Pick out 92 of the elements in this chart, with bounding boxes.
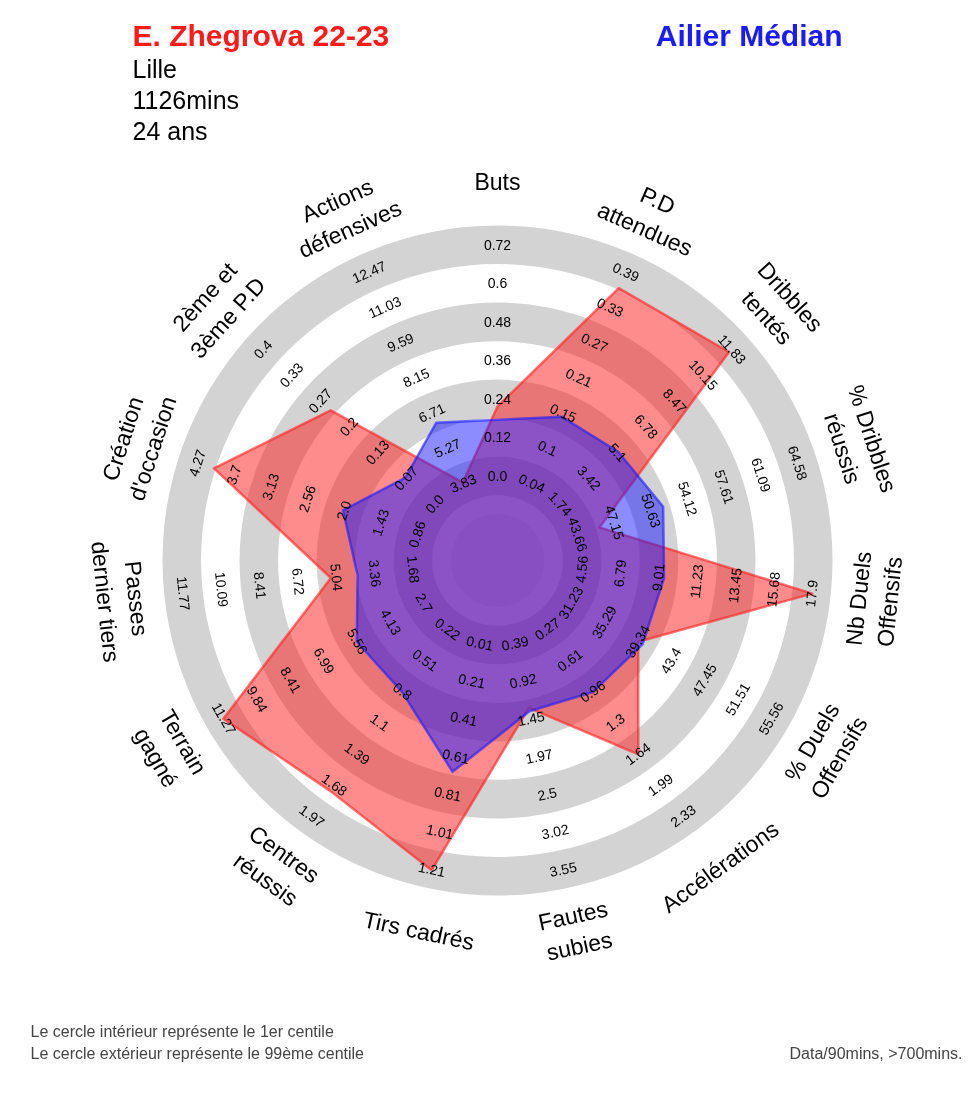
text: 1.1 — [367, 710, 393, 735]
text: 5.27 — [431, 435, 464, 461]
text: 64.58 — [784, 443, 811, 483]
text: 1.68 — [318, 770, 351, 800]
text: 0.8 — [389, 679, 416, 704]
text: 57.61 — [711, 467, 738, 506]
spoke-label: Tirs cadrés — [360, 906, 477, 956]
text: 15.68 — [763, 571, 783, 608]
text: 54.12 — [674, 479, 701, 518]
text: 1.39 — [341, 739, 373, 769]
text: 0.2 — [336, 413, 362, 440]
text: 2.7 — [412, 590, 437, 616]
text: 0.48 — [483, 313, 512, 330]
text: 6.71 — [416, 399, 448, 426]
text: 1.45 — [516, 707, 547, 730]
text: 0.39 — [610, 259, 642, 285]
spoke-label: Passes dernier tiers — [86, 539, 154, 664]
text: 61.09 — [748, 455, 775, 494]
text: 11.77 — [173, 575, 194, 612]
text: 5.04 — [327, 563, 347, 592]
text: 50.63 — [638, 491, 665, 530]
text: 1.01 — [424, 821, 455, 843]
spoke-label: Nb Duels Offensifs — [840, 550, 908, 648]
text: 3.55 — [548, 858, 579, 880]
spoke-label: % Dribbles réussis — [819, 381, 902, 496]
text: Le cercle intérieur représente le 1er centile — [30, 1022, 334, 1040]
text: Data/90mins, >700mins. — [789, 1044, 963, 1062]
text: 0.33 — [594, 294, 626, 321]
text: 0.04 — [516, 470, 548, 497]
text: 2.0 — [333, 498, 355, 523]
text: 2.5 — [535, 784, 559, 804]
text: 1.21 — [416, 858, 447, 880]
text: 0.51 — [409, 645, 441, 675]
text: 0.36 — [483, 352, 512, 369]
text: 1.3 — [602, 710, 628, 735]
text: 3.36 — [365, 558, 385, 588]
text: 6.79 — [610, 558, 630, 588]
text: 12.47 — [349, 257, 389, 287]
text: 6.72 — [289, 567, 308, 596]
text: 9.59 — [384, 329, 417, 356]
text: 1.68 — [404, 554, 423, 584]
text: 0.92 — [508, 670, 539, 692]
text: 1.43 — [368, 507, 393, 538]
text: 0.21 — [456, 670, 487, 692]
text: 1.97 — [296, 801, 328, 831]
text: 0.61 — [440, 745, 471, 767]
text: 0.86 — [405, 518, 429, 550]
text: 8.47 — [659, 385, 690, 417]
spoke-label: Fautes subies — [535, 895, 615, 966]
text: 1.97 — [524, 745, 555, 767]
text: 0.0 — [422, 491, 448, 517]
text: 1.64 — [622, 739, 654, 769]
text: 2.56 — [295, 483, 319, 515]
text: 0.39 — [500, 632, 531, 654]
text: 43.66 — [564, 515, 591, 554]
text: 17.9 — [802, 579, 821, 608]
text: 0.12 — [483, 429, 512, 446]
text: 0.61 — [554, 645, 586, 675]
text: 0.4 — [250, 336, 276, 362]
text: 10.09 — [212, 571, 232, 608]
text: 3.13 — [258, 471, 283, 503]
text: 8.41 — [250, 571, 270, 600]
text: 4.27 — [185, 447, 210, 479]
text: 3.83 — [447, 470, 479, 497]
text: 0.22 — [432, 614, 464, 644]
text: 5.1 — [605, 439, 631, 465]
text: E. Zhegrova 22-23 — [132, 18, 390, 52]
spoke-label: Buts — [474, 168, 521, 195]
text: 0.72 — [483, 236, 512, 253]
text: 0.01 — [464, 632, 495, 654]
text: 13.45 — [725, 567, 745, 604]
text: 1.99 — [644, 770, 677, 800]
text: 47.15 — [601, 503, 628, 542]
text: 0.81 — [432, 783, 463, 805]
text: 0.41 — [448, 707, 479, 730]
text: Ailier Médian — [655, 18, 843, 52]
text: 4.56 — [572, 554, 591, 584]
text: 0.1 — [535, 436, 560, 460]
text: Lille 1126mins 24 ans — [132, 54, 240, 145]
text: Le cercle extérieur représente le 99ème centile — [30, 1044, 365, 1062]
text: 0.27 — [578, 329, 611, 356]
text: 3.02 — [540, 821, 571, 843]
text: 0.6 — [487, 275, 508, 292]
text: 11.03 — [365, 293, 404, 322]
text: 8.15 — [400, 364, 432, 391]
text: 11.23 — [686, 563, 707, 600]
text: 0.0 — [487, 467, 508, 484]
text: 9.01 — [648, 563, 668, 592]
text: 3.7 — [223, 463, 245, 487]
text: 0.15 — [547, 399, 579, 426]
text: 0.96 — [576, 676, 609, 706]
text: 0.21 — [563, 364, 595, 391]
